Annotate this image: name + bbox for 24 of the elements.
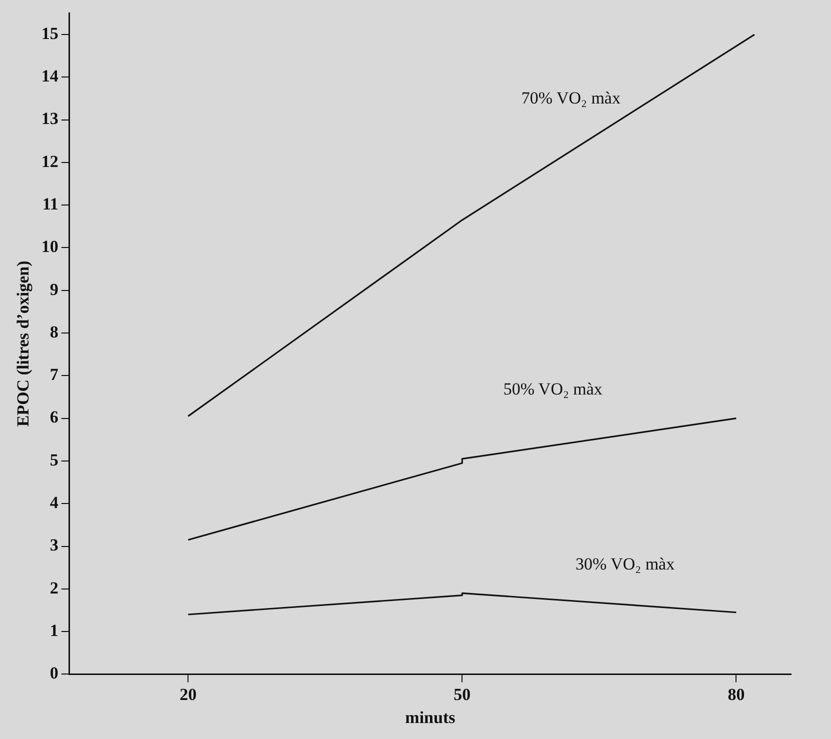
y-tick-label: 13 xyxy=(41,109,58,128)
y-tick-label: 14 xyxy=(41,66,59,86)
series-label: 70% VO₂ màx xyxy=(521,88,621,108)
y-axis-title: EPOC (litres d’oxigen) xyxy=(14,260,33,427)
y-tick-label: 7 xyxy=(50,365,59,384)
x-axis-title: minuts xyxy=(405,708,456,728)
y-tick-label: 4 xyxy=(50,493,59,512)
y-tick-label: 11 xyxy=(42,194,58,214)
y-tick-label: 5 xyxy=(50,450,58,470)
y-tick-label: 8 xyxy=(50,322,58,342)
y-tick-label: 6 xyxy=(50,408,58,427)
series-label: 30% VO₂ màx xyxy=(575,554,676,574)
y-tick-label: 3 xyxy=(50,536,58,555)
y-tick-label: 2 xyxy=(50,578,58,598)
x-tick-label: 20 xyxy=(180,684,197,704)
y-tick-label: 15 xyxy=(41,24,58,43)
y-tick-label: 9 xyxy=(50,280,58,299)
y-tick-label: 12 xyxy=(41,152,58,171)
text: 50% VO₂ màx xyxy=(503,379,603,398)
x-tick-label: 80 xyxy=(728,684,745,704)
y-tick-label: 0 xyxy=(50,664,58,683)
y-tick-label: 10 xyxy=(41,237,58,256)
y-tick-label: 1 xyxy=(50,620,58,640)
x-tick-label: 50 xyxy=(454,684,471,704)
